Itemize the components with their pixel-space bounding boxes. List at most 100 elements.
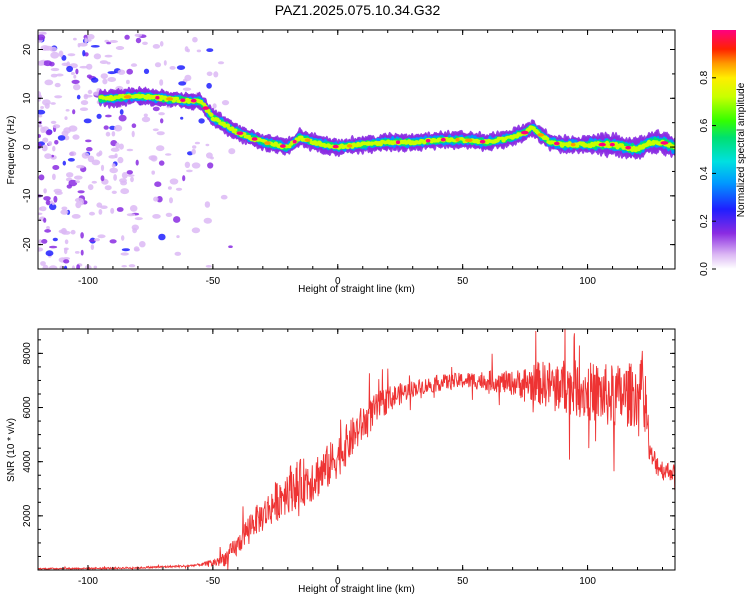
noise-speckle bbox=[91, 180, 98, 184]
noise-speckle bbox=[90, 45, 100, 48]
noise-speckle bbox=[73, 37, 77, 41]
noise-speckle bbox=[58, 50, 64, 58]
ridge-peak bbox=[180, 98, 186, 102]
noise-speckle bbox=[40, 126, 46, 133]
noise-speckle bbox=[62, 257, 71, 260]
noise-speckle bbox=[52, 237, 58, 242]
ridge-peak bbox=[625, 145, 632, 150]
noise-speckle bbox=[221, 100, 230, 106]
noise-speckle bbox=[134, 217, 143, 221]
colorbar-tick-label: 0.4 bbox=[699, 166, 710, 180]
noise-speckle bbox=[86, 74, 92, 79]
noise-speckle bbox=[63, 265, 68, 269]
noise-speckle bbox=[50, 51, 60, 59]
ridge-peak bbox=[280, 144, 286, 148]
noise-speckle bbox=[205, 143, 210, 147]
noise-speckle bbox=[43, 188, 47, 194]
noise-speckle bbox=[79, 42, 88, 47]
noise-speckle bbox=[141, 116, 151, 123]
noise-speckle bbox=[152, 44, 161, 49]
noise-speckle bbox=[120, 188, 130, 195]
noise-speckle bbox=[152, 128, 159, 132]
noise-speckle bbox=[68, 179, 78, 187]
noise-speckle bbox=[207, 162, 214, 169]
noise-speckle bbox=[73, 83, 81, 91]
noise-speckle bbox=[38, 31, 47, 35]
noise-speckle bbox=[54, 191, 63, 195]
noise-speckle bbox=[79, 65, 88, 69]
noise-speckle bbox=[86, 147, 93, 152]
noise-speckle bbox=[213, 71, 219, 78]
bottom-x-axis-label: Height of straight line (km) bbox=[298, 584, 415, 595]
snr-ticks: -100 -50 0 50 100 2000 4000 6000 8000 bbox=[22, 329, 675, 587]
ridge-peak bbox=[332, 144, 339, 149]
noise-speckle bbox=[191, 162, 201, 169]
ridge-peak bbox=[155, 95, 160, 100]
noise-speckle bbox=[206, 82, 212, 89]
top-x-tick-label: 50 bbox=[457, 276, 469, 287]
noise-speckle bbox=[38, 212, 43, 216]
noise-speckle bbox=[64, 239, 69, 245]
noise-speckle bbox=[90, 244, 95, 251]
noise-speckle bbox=[217, 61, 225, 65]
noise-speckle bbox=[76, 264, 80, 269]
noise-speckle bbox=[109, 167, 118, 174]
ridge-peak bbox=[455, 137, 460, 142]
noise-speckle bbox=[91, 159, 101, 166]
colorbar: 0.0 0.2 0.4 0.6 0.8 Normalized spectral ampl… bbox=[699, 30, 747, 276]
ridge-peak bbox=[264, 141, 271, 145]
noise-speckle bbox=[61, 130, 69, 137]
noise-speckle bbox=[228, 148, 236, 155]
noise-speckle bbox=[52, 173, 56, 180]
noise-speckle bbox=[104, 185, 112, 191]
noise-speckle bbox=[75, 201, 82, 209]
bottom-y-tick-label: 8000 bbox=[22, 342, 33, 365]
bottom-y-tick-label: 4000 bbox=[22, 450, 33, 473]
ridge-peak bbox=[553, 141, 560, 146]
ridge-cell bbox=[209, 112, 214, 117]
noise-speckle bbox=[54, 140, 59, 145]
ridge-peak bbox=[166, 97, 174, 101]
noise-speckle bbox=[55, 73, 64, 77]
bottom-x-tick-label: -100 bbox=[78, 576, 98, 587]
noise-speckle bbox=[158, 112, 165, 116]
top-y-axis-label: Frequency (Hz) bbox=[6, 116, 17, 185]
noise-speckle bbox=[182, 175, 186, 182]
noise-speckle bbox=[165, 153, 172, 156]
noise-speckle bbox=[119, 178, 127, 183]
top-x-tick-label: 0 bbox=[335, 276, 341, 287]
noise-speckle bbox=[51, 154, 54, 158]
noise-speckle bbox=[87, 184, 94, 191]
noise-speckle bbox=[131, 130, 135, 138]
noise-speckle bbox=[176, 65, 186, 70]
noise-speckle bbox=[73, 74, 77, 79]
noise-speckle bbox=[49, 61, 55, 67]
noise-speckle bbox=[47, 141, 53, 146]
noise-speckle bbox=[119, 109, 124, 115]
noise-speckle bbox=[40, 261, 46, 266]
noise-speckle bbox=[113, 174, 117, 181]
noise-speckle bbox=[114, 124, 123, 132]
page-title: PAZ1.2025.075.10.34.G32 bbox=[274, 2, 441, 18]
top-x-tick-label: 100 bbox=[579, 276, 596, 287]
noise-speckle bbox=[38, 114, 43, 118]
noise-speckle bbox=[81, 152, 90, 159]
noise-speckle bbox=[66, 65, 73, 73]
top-x-tick-label: -100 bbox=[78, 276, 98, 287]
ridge-peak bbox=[660, 141, 669, 145]
noise-speckle bbox=[84, 38, 92, 42]
noise-speckle bbox=[192, 145, 197, 149]
noise-speckle bbox=[40, 106, 44, 109]
noise-speckle bbox=[186, 169, 193, 173]
noise-speckle bbox=[100, 73, 109, 79]
noise-speckle bbox=[45, 199, 51, 206]
noise-speckle bbox=[45, 130, 53, 136]
ridge-peak bbox=[304, 138, 311, 142]
noise-speckle bbox=[42, 264, 49, 269]
noise-speckle bbox=[117, 156, 124, 164]
noise-speckle bbox=[52, 165, 60, 170]
noise-speckle bbox=[75, 180, 80, 184]
ridge-peak bbox=[520, 130, 529, 135]
noise-speckle bbox=[184, 46, 189, 52]
noise-speckle bbox=[203, 217, 212, 224]
